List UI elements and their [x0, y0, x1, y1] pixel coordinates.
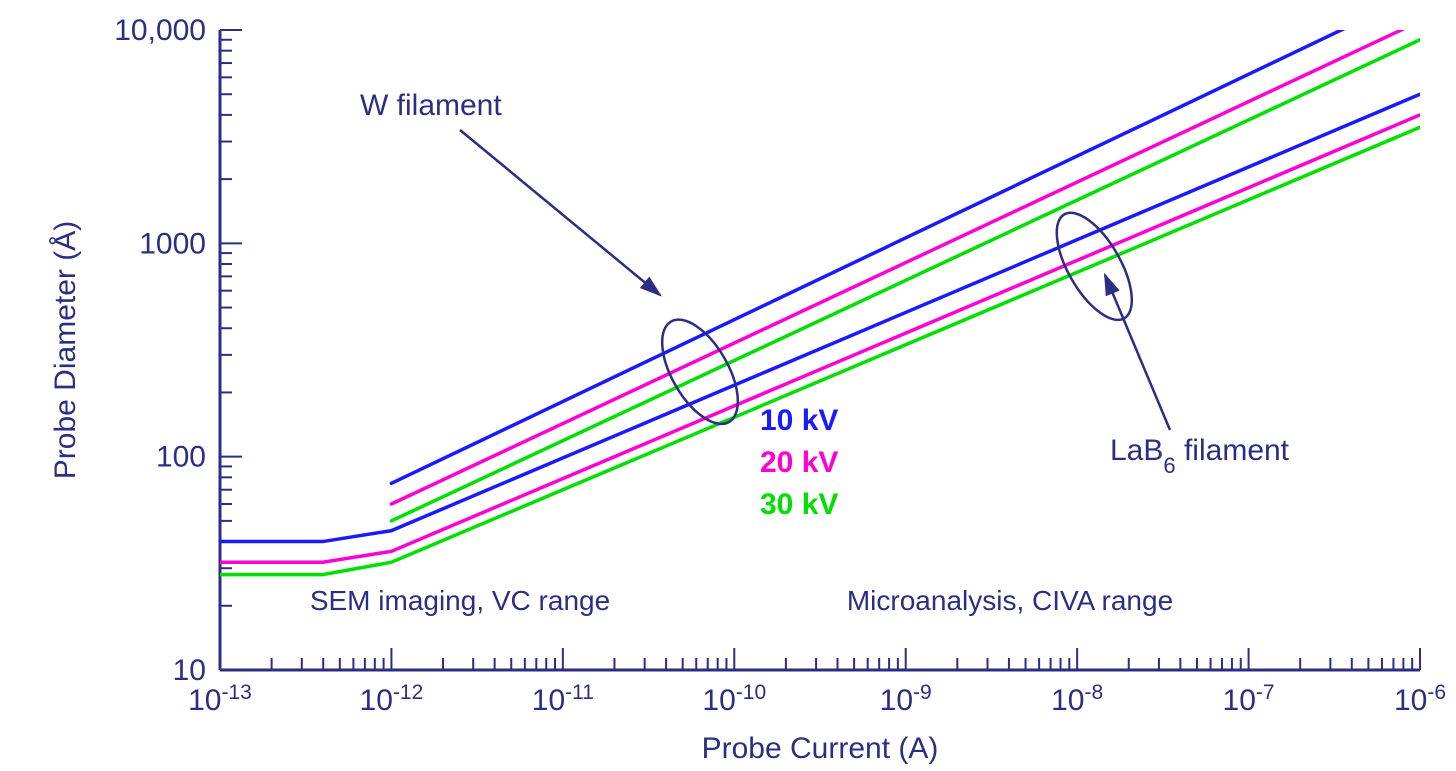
x-tick-label: 10-12 [360, 681, 424, 718]
w-filament-label: W filament [360, 89, 502, 122]
probe-diameter-vs-current-chart: 10-1310-1210-1110-1010-910-810-710-6Prob… [0, 0, 1456, 771]
x-tick-label: 10-7 [1223, 681, 1275, 718]
w-filament-arrow [460, 130, 660, 295]
y-axis-label: Probe Diameter (Å) [49, 221, 82, 479]
x-tick-label: 10-8 [1051, 681, 1103, 718]
y-tick-label: 10 [173, 654, 206, 687]
x-tick-label: 10-11 [532, 681, 594, 718]
legend-item: 10 kV [760, 404, 838, 437]
y-tick-label: 1000 [139, 227, 206, 260]
chart-container: 10-1310-1210-1110-1010-910-810-710-6Prob… [0, 0, 1456, 771]
lab6-filament-label: LaB6 filament [1110, 434, 1290, 478]
y-tick-label: 10,000 [114, 14, 206, 47]
range-label: Microanalysis, CIVA range [847, 585, 1173, 616]
lab6-filament-arrow [1105, 275, 1170, 430]
range-label: SEM imaging, VC range [310, 585, 610, 616]
series-line-W-20kV [391, 21, 1420, 504]
x-tick-label: 10-6 [1394, 681, 1446, 718]
series-line-W-10kV [391, 0, 1420, 483]
x-axis-label: Probe Current (A) [702, 732, 939, 765]
x-tick-label: 10-10 [702, 681, 766, 718]
legend-item: 20 kV [760, 446, 838, 479]
legend-item: 30 kV [760, 488, 838, 521]
x-tick-label: 10-9 [880, 681, 932, 718]
y-tick-label: 100 [156, 441, 206, 474]
